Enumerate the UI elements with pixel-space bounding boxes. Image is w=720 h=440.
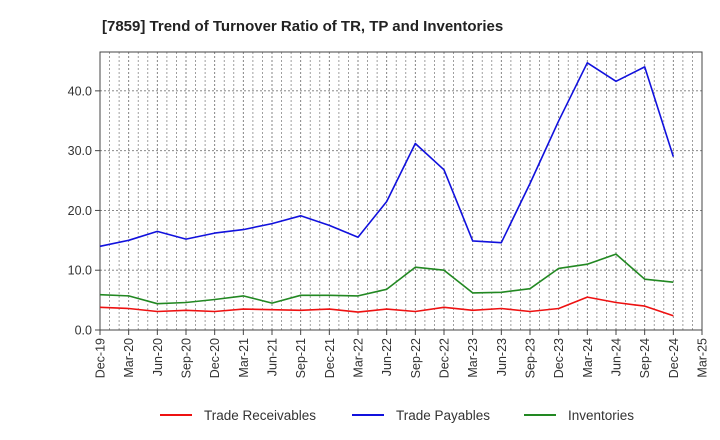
- x-tick-label: Dec-24: [667, 338, 681, 378]
- y-tick-label: 20.0: [68, 204, 92, 218]
- x-axis: Dec-19 Mar-20 Jun-20 Sep-20 Dec-20 Mar-21 Jun-…: [94, 330, 710, 378]
- series-line-trade-receivables: [99, 296, 674, 317]
- x-tick-label: Mar-21: [237, 338, 251, 378]
- x-tick-label: Sep-20: [180, 338, 194, 378]
- legend-label-trade-receivables: Trade Receivables: [204, 408, 316, 423]
- x-tick-label: Mar-25: [696, 338, 710, 378]
- x-tick-label: Sep-21: [294, 338, 308, 378]
- legend-label-trade-payables: Trade Payables: [396, 408, 490, 423]
- y-tick-label: 0.0: [75, 324, 92, 338]
- x-tick-label: Sep-24: [638, 338, 652, 378]
- x-tick-label: Dec-19: [94, 338, 108, 378]
- x-tick-label: Sep-22: [409, 338, 423, 378]
- series-line-trade-payables: [99, 61, 675, 248]
- x-tick-label: Jun-24: [610, 338, 624, 376]
- chart-title: [7859] Trend of Turnover Ratio of TR, TP…: [102, 18, 503, 35]
- x-tick-label: Sep-23: [524, 338, 538, 378]
- x-tick-label: Jun-20: [151, 338, 165, 376]
- series-line-inventories: [99, 253, 674, 305]
- x-tick-label: Mar-20: [122, 338, 136, 378]
- x-tick-label: Dec-21: [323, 338, 337, 378]
- legend-label-inventories: Inventories: [568, 408, 634, 423]
- x-tick-label: Dec-20: [208, 338, 222, 378]
- y-tick-label: 40.0: [68, 84, 92, 98]
- x-tick-label: Mar-22: [352, 338, 366, 378]
- series-group: [99, 61, 675, 317]
- x-tick-label: Dec-23: [552, 338, 566, 378]
- x-tick-label: Jun-21: [266, 338, 280, 376]
- x-tick-label: Mar-23: [466, 338, 480, 378]
- x-tick-label: Jun-23: [495, 338, 509, 376]
- plot-frame: [99, 51, 703, 331]
- y-tick-label: 30.0: [68, 144, 92, 158]
- x-tick-label: Dec-22: [438, 338, 452, 378]
- y-axis: 0.0 10.0 20.0 30.0 40.0: [68, 84, 100, 338]
- y-tick-label: 10.0: [68, 264, 92, 278]
- x-tick-label: Mar-24: [581, 338, 595, 378]
- legend: Trade Receivables Trade Payables Inventori…: [160, 408, 634, 423]
- grid: [99, 52, 703, 331]
- x-tick-label: Jun-22: [380, 338, 394, 376]
